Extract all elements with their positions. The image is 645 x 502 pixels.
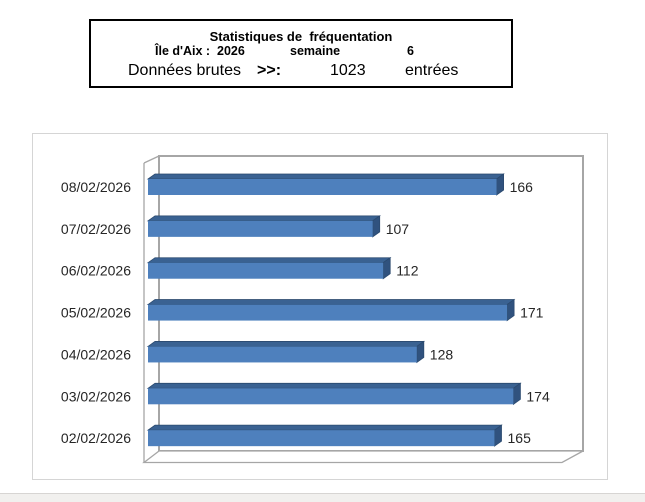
chart-floor [142, 450, 584, 464]
category-label: 05/02/2026 [61, 305, 131, 321]
bar-chart-canvas: 166 08/02/2026 107 07/02/2026 112 06/02/2026 1… [61, 155, 584, 464]
arrows-symbol: >>: [257, 62, 282, 79]
entries-unit: entrées [405, 62, 459, 79]
value-label: 171 [520, 305, 544, 321]
stats-header-box[interactable]: Statistiques de fréquentation Île d'Aix … [89, 19, 513, 88]
stats-title: Statistiques de fréquentation [209, 29, 393, 44]
category-label: 06/02/2026 [61, 263, 131, 279]
bar[interactable] [148, 220, 373, 237]
entries-count: 1023 [330, 62, 366, 79]
bar-top-face [146, 173, 505, 180]
value-label: 166 [510, 179, 534, 195]
raw-data-label: Données brutes [128, 62, 241, 79]
category-label: 08/02/2026 [61, 179, 131, 195]
location-year-label: Île d'Aix : 2026 [155, 44, 245, 58]
value-label: 112 [396, 263, 419, 279]
category-label: 03/02/2026 [61, 388, 131, 404]
bar-top-face [146, 424, 503, 431]
bar[interactable] [148, 388, 514, 405]
bar[interactable] [148, 346, 417, 363]
category-label: 04/02/2026 [61, 346, 131, 362]
value-label: 174 [526, 388, 550, 404]
value-label: 107 [386, 221, 410, 237]
value-label: 165 [508, 430, 532, 446]
category-label: 02/02/2026 [61, 430, 131, 446]
bar-end-cap [512, 382, 521, 406]
bar-top-face [146, 299, 516, 305]
value-label: 128 [430, 346, 454, 362]
chart-container[interactable]: 166 08/02/2026 107 07/02/2026 112 06/02/2026 1… [32, 133, 608, 480]
bar[interactable] [148, 179, 497, 195]
bar[interactable] [148, 262, 384, 279]
week-label: semaine [290, 44, 341, 58]
week-number: 6 [407, 44, 414, 58]
category-label: 07/02/2026 [61, 221, 131, 237]
bar-top-face [146, 382, 522, 389]
bar-top-face [146, 257, 392, 264]
bar-top-face [146, 215, 381, 222]
bar[interactable] [148, 304, 508, 321]
bar[interactable] [148, 430, 495, 447]
bar-top-face [146, 341, 426, 347]
window-bottom-strip [0, 493, 645, 502]
